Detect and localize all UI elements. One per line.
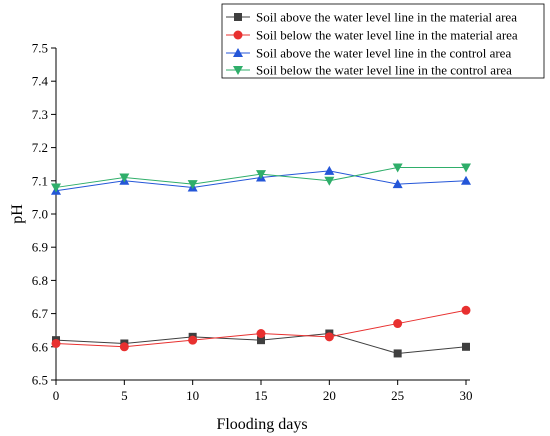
y-tick-label: 6.8 bbox=[32, 273, 48, 288]
data-point bbox=[324, 332, 334, 342]
data-point bbox=[392, 179, 403, 189]
x-tick-label: 20 bbox=[323, 388, 336, 403]
data-point bbox=[393, 319, 403, 329]
legend-label: Soil above the water level line in the c… bbox=[256, 46, 511, 61]
legend-item: Soil below the water level line in the m… bbox=[226, 28, 518, 43]
y-tick-label: 6.7 bbox=[32, 306, 49, 321]
data-point bbox=[461, 163, 471, 173]
data-point bbox=[392, 163, 403, 173]
series-2 bbox=[51, 305, 471, 352]
legend-item: Soil above the water level line in the m… bbox=[226, 10, 517, 25]
data-point bbox=[461, 175, 471, 185]
x-tick-label: 30 bbox=[460, 388, 473, 403]
data-point bbox=[188, 335, 198, 345]
y-tick-label: 7.4 bbox=[32, 74, 49, 89]
legend: Soil above the water level line in the m… bbox=[221, 3, 545, 79]
series-4 bbox=[51, 163, 471, 193]
y-tick-label: 6.9 bbox=[32, 240, 48, 255]
y-tick-label: 7.0 bbox=[32, 207, 48, 222]
data-point bbox=[187, 180, 198, 190]
data-point bbox=[256, 329, 266, 339]
data-point bbox=[257, 336, 265, 345]
x-ticks: 0 5 10 15 20 25 30 bbox=[53, 380, 473, 403]
y-axis-title: pH bbox=[9, 204, 26, 224]
data-point bbox=[324, 165, 335, 175]
data-point bbox=[51, 338, 61, 348]
x-tick-label: 0 bbox=[53, 388, 60, 403]
legend-marker bbox=[233, 48, 243, 57]
x-axis-title: Flooding days bbox=[216, 416, 307, 433]
legend-box bbox=[221, 3, 545, 79]
data-point bbox=[119, 173, 130, 183]
y-tick-label: 6.6 bbox=[32, 339, 49, 354]
y-tick-label: 6.5 bbox=[32, 373, 48, 388]
data-point bbox=[324, 176, 335, 186]
data-point bbox=[462, 342, 470, 351]
legend-label: Soil above the water level line in the m… bbox=[256, 10, 517, 25]
y-tick-label: 7.5 bbox=[32, 41, 48, 56]
legend-item: Soil below the water level line in the c… bbox=[226, 63, 512, 78]
data-point bbox=[461, 305, 471, 315]
x-tick-label: 10 bbox=[186, 388, 199, 403]
x-tick-label: 5 bbox=[121, 388, 128, 403]
legend-label: Soil below the water level line in the c… bbox=[256, 63, 512, 78]
y-ticks: 6.5 6.6 6.7 6.8 6.9 7.0 7.1 7.2 7.3 7.4 7.5 bbox=[32, 41, 56, 388]
data-point bbox=[119, 342, 129, 352]
y-tick-label: 7.2 bbox=[32, 140, 48, 155]
legend-item: Soil above the water level line in the c… bbox=[226, 46, 511, 61]
series-layer bbox=[51, 163, 471, 358]
data-point bbox=[393, 349, 402, 358]
data-point bbox=[256, 170, 266, 180]
legend-marker bbox=[234, 13, 242, 21]
y-tick-label: 7.1 bbox=[32, 173, 48, 188]
data-point bbox=[51, 183, 61, 193]
legend-marker bbox=[233, 30, 243, 40]
x-tick-label: 25 bbox=[391, 388, 404, 403]
legend-marker bbox=[233, 66, 243, 75]
legend-label: Soil below the water level line in the m… bbox=[256, 28, 518, 43]
x-tick-label: 15 bbox=[255, 388, 268, 403]
y-tick-label: 7.3 bbox=[32, 107, 48, 122]
